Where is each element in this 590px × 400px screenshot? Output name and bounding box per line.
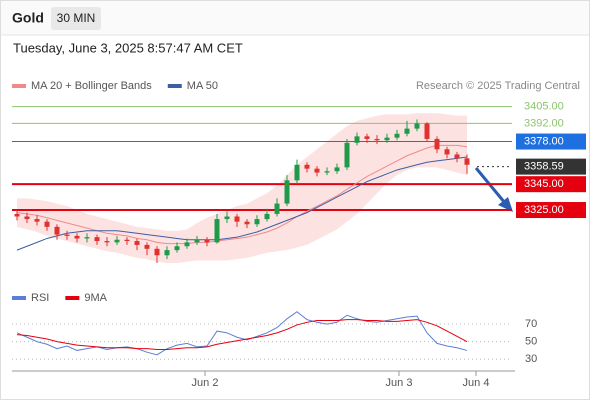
x-tick-label: Jun 3 — [386, 377, 413, 389]
candle-body — [444, 149, 450, 155]
indicator-line — [16, 311, 468, 356]
candle-body — [284, 180, 290, 204]
candle-body — [324, 171, 330, 173]
candle-body — [194, 239, 200, 243]
candle-body — [264, 213, 270, 220]
candle-body — [94, 237, 100, 242]
candle-body — [234, 216, 240, 222]
candle-body — [104, 241, 110, 243]
y-tick-label: 50 — [525, 336, 537, 348]
legend-swatch — [12, 84, 26, 88]
level-label: 3325.00 — [524, 204, 564, 216]
candle-body — [274, 203, 280, 214]
source: Research © 2025 Trading Central — [416, 80, 580, 92]
level-label: 3358.59 — [524, 161, 564, 173]
candle-body — [134, 241, 140, 245]
legend-label: MA 20 + Bollinger Bands — [31, 80, 152, 92]
candle-body — [454, 154, 460, 159]
candle-body — [34, 219, 40, 222]
x-tick-label: Jun 2 — [192, 377, 219, 389]
level-label-box — [516, 176, 586, 193]
legend-label: MA 50 — [187, 80, 218, 92]
candle-body — [24, 216, 30, 220]
candle-body — [434, 138, 440, 150]
level-label: 3345.00 — [524, 178, 564, 190]
level-label-box — [516, 133, 586, 150]
candle-body — [224, 216, 230, 220]
legend-swatch — [12, 296, 26, 300]
level-label: 3405.00 — [524, 101, 564, 113]
candle-body — [334, 167, 340, 172]
candle-body — [184, 242, 190, 247]
candle-body — [354, 136, 360, 143]
candle-body — [244, 221, 250, 225]
level-label-box — [516, 202, 586, 219]
candle-body — [384, 137, 390, 141]
candle-body — [174, 246, 180, 251]
candle-body — [204, 239, 210, 243]
candle-body — [164, 250, 170, 256]
moving-average — [16, 144, 468, 245]
candle-body — [254, 219, 260, 225]
legend-swatch — [167, 84, 182, 88]
candle-body — [64, 234, 70, 236]
candle-body — [54, 226, 60, 235]
candle-body — [214, 219, 220, 243]
bollinger-band — [17, 113, 467, 264]
legend-swatch — [65, 296, 80, 300]
candle-body — [314, 168, 320, 173]
forecast-arrowhead — [498, 197, 513, 212]
candle-body — [424, 123, 430, 139]
candle-body — [404, 128, 410, 134]
level-label-box — [516, 158, 586, 175]
candle-body — [394, 133, 400, 138]
timestamp: Tuesday, June 3, 2025 8:57:47 AM CET — [13, 40, 243, 55]
candle-body — [464, 158, 470, 165]
interval-box — [51, 7, 101, 30]
candle-body — [144, 244, 150, 249]
candle-body — [294, 164, 300, 181]
candle-body — [124, 239, 130, 242]
symbol: Gold — [12, 10, 44, 26]
candle-body — [154, 248, 160, 256]
interval: 30 MIN — [57, 11, 96, 25]
level-label: 3392.00 — [524, 117, 564, 129]
moving-average — [16, 156, 468, 251]
candle-body — [74, 235, 80, 239]
legend-label: 9MA — [84, 292, 107, 304]
forecast-arrow — [474, 167, 507, 204]
candle-body — [14, 213, 20, 217]
legend-label: RSI — [31, 292, 49, 304]
indicator-line — [16, 319, 468, 351]
x-tick-label: Jun 4 — [463, 377, 490, 389]
y-tick-label: 30 — [525, 353, 537, 365]
candle-body — [364, 136, 370, 139]
candle-body — [44, 221, 50, 227]
candle-body — [374, 138, 380, 141]
y-tick-label: 70 — [525, 318, 537, 330]
candle-body — [114, 239, 120, 243]
level-label: 3378.00 — [524, 135, 564, 147]
candle-body — [84, 237, 90, 239]
candle-body — [414, 123, 420, 129]
candle-body — [304, 164, 310, 169]
candle-body — [344, 142, 350, 168]
